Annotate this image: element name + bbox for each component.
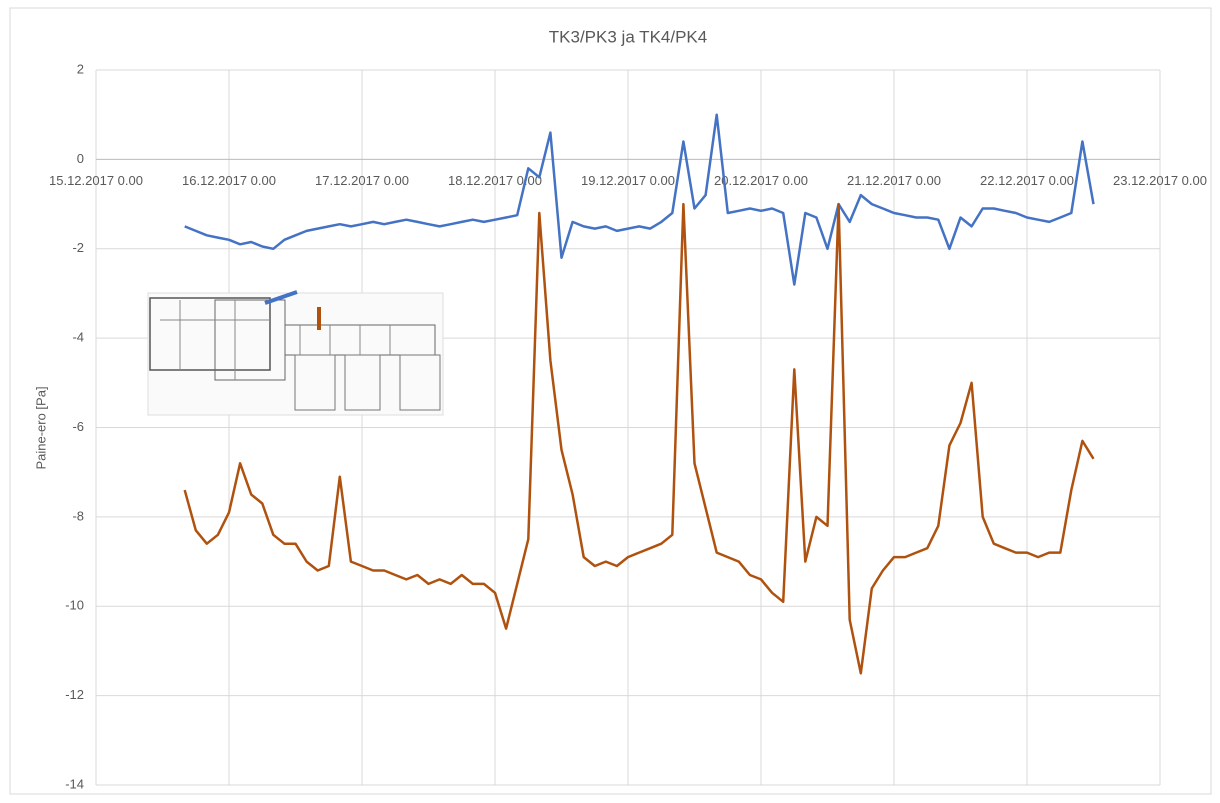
x-tick-label: 19.12.2017 0.00 [581, 173, 675, 188]
x-tick-label: 21.12.2017 0.00 [847, 173, 941, 188]
y-tick-label: -4 [72, 330, 84, 345]
chart-title: TK3/PK3 ja TK4/PK4 [549, 27, 707, 46]
floor-plan-inset [148, 292, 443, 415]
x-tick-label: 23.12.2017 0.00 [1113, 173, 1207, 188]
x-tick-label: 16.12.2017 0.00 [182, 173, 276, 188]
y-tick-label: -8 [72, 508, 84, 523]
y-tick-label: -14 [65, 776, 84, 791]
y-tick-label: 2 [77, 61, 84, 76]
x-tick-label: 17.12.2017 0.00 [315, 173, 409, 188]
x-tick-label: 15.12.2017 0.00 [49, 173, 143, 188]
y-tick-label: -10 [65, 598, 84, 613]
y-tick-label: 0 [77, 151, 84, 166]
y-tick-label: -6 [72, 419, 84, 434]
y-tick-label: -2 [72, 240, 84, 255]
y-tick-label: -12 [65, 687, 84, 702]
x-tick-label: 22.12.2017 0.00 [980, 173, 1074, 188]
x-tick-label: 20.12.2017 0.00 [714, 173, 808, 188]
y-axis-label: Paine-ero [Pa] [33, 386, 48, 469]
chart: TK3/PK3 ja TK4/PK4 Paine-ero [Pa] 2 0 -2 -4… [0, 0, 1220, 798]
